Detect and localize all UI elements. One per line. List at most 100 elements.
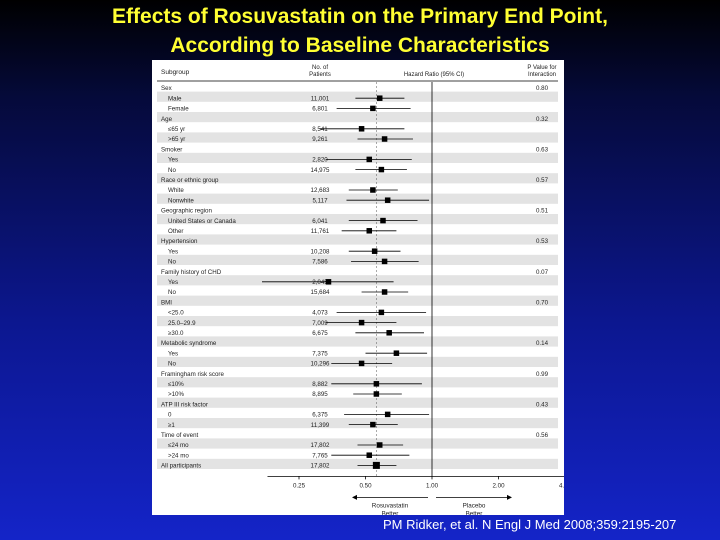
right-arrow-label-line2: Better	[466, 510, 483, 515]
row-label: Hypertension	[161, 238, 198, 245]
right-arrow-label-line1: Placebo	[463, 502, 486, 509]
row-label: Other	[168, 228, 183, 235]
row-label: ≥1	[168, 422, 175, 429]
hr-marker	[381, 136, 388, 142]
hr-marker	[366, 228, 373, 234]
x-tick-label: 1.00	[426, 482, 439, 489]
row-shade	[157, 152, 558, 163]
row-label: Time of event	[161, 432, 199, 439]
hr-marker	[378, 309, 385, 316]
p-value: 0.53	[536, 238, 549, 245]
row-label: United States or Canada	[168, 218, 236, 225]
row-label: All participants	[161, 463, 201, 470]
hr-marker	[325, 279, 332, 285]
x-tick-label: 2.00	[492, 482, 505, 489]
hr-marker	[386, 330, 392, 336]
header-hazard-ratio: Hazard Ratio (95% CI)	[404, 72, 464, 78]
hr-marker	[358, 319, 365, 326]
hr-marker	[358, 126, 365, 132]
p-value: 0.14	[536, 340, 549, 347]
row-shade	[157, 336, 558, 347]
title-line-2: According to Baseline Characteristics	[170, 34, 550, 57]
patient-count: 17,802	[311, 442, 330, 449]
row-label: >65 yr	[168, 136, 185, 143]
row-shade	[157, 112, 558, 123]
row-label: Female	[168, 106, 189, 113]
row-label: Yes	[168, 279, 178, 286]
patient-count: 7,009	[312, 320, 328, 327]
hr-marker	[380, 217, 386, 224]
p-value: 0.43	[536, 401, 549, 408]
right-arrow-head	[507, 494, 512, 500]
header-p-line2: Interaction	[528, 72, 556, 78]
row-label: Race or ethnic group	[161, 177, 219, 184]
patient-count: 5,117	[312, 197, 328, 204]
row-shade	[157, 275, 558, 286]
row-label: Geographic region	[161, 208, 212, 215]
row-label: Family history of CHD	[161, 269, 222, 276]
patient-count: 9,261	[312, 136, 328, 143]
hr-marker	[381, 258, 388, 265]
row-label: Male	[168, 95, 182, 102]
hr-marker	[384, 197, 391, 203]
row-label: Sex	[161, 85, 173, 92]
row-label: Framingham risk score	[161, 371, 224, 378]
hr-marker	[393, 350, 400, 356]
patient-count: 2,045	[312, 279, 328, 286]
p-value: 0.51	[536, 208, 549, 215]
row-label: Smoker	[161, 146, 182, 153]
row-label: No	[168, 289, 176, 296]
patient-count: 11,761	[311, 228, 330, 235]
hr-marker	[376, 95, 383, 101]
x-tick-label: 4.00	[559, 482, 564, 489]
p-value: 0.57	[536, 177, 549, 184]
header-patients-line1: No. of	[312, 65, 328, 71]
patient-count: 8,541	[312, 126, 328, 133]
patient-count: 15,684	[311, 289, 330, 296]
hr-marker	[373, 391, 380, 397]
patient-count: 10,296	[311, 361, 330, 368]
citation: PM Ridker, et al. N Engl J Med 2008;359:…	[383, 517, 677, 532]
p-value: 0.70	[536, 299, 549, 306]
hr-marker	[370, 187, 376, 193]
row-label: Yes	[168, 248, 178, 255]
patient-count: 7,586	[312, 259, 328, 266]
row-label: Yes	[168, 350, 178, 357]
p-value: 0.07	[536, 269, 549, 276]
row-shade	[157, 214, 558, 225]
p-value: 0.99	[536, 371, 549, 378]
hr-marker	[384, 411, 391, 418]
hr-marker	[376, 442, 383, 448]
forest-plot-figure: Subgroup No. of Patients Hazard Ratio (95% …	[152, 60, 579, 517]
hr-marker	[358, 360, 365, 367]
patient-count: 6,801	[312, 106, 328, 113]
row-label: ATP III risk factor	[161, 401, 208, 408]
left-arrow-head	[352, 494, 357, 500]
hr-marker	[381, 289, 388, 295]
row-label: Nonwhite	[168, 197, 194, 204]
row-label: No	[168, 167, 176, 174]
patient-count: 6,375	[312, 412, 328, 419]
row-shade	[157, 132, 558, 143]
patient-count: 14,975	[311, 167, 330, 174]
slide-title: Effects of Rosuvastatin on the Primary E…	[0, 2, 720, 60]
row-shade	[157, 377, 558, 388]
row-shade	[157, 356, 558, 367]
row-label: No	[168, 259, 176, 266]
row-label: ≤65 yr	[168, 126, 185, 133]
row-shade	[157, 418, 558, 429]
patient-count: 2,820	[312, 157, 328, 164]
title-line-1: Effects of Rosuvastatin on the Primary E…	[112, 5, 608, 28]
hr-marker	[378, 166, 385, 173]
row-label: White	[168, 187, 184, 194]
patient-count: 11,399	[311, 422, 330, 429]
patient-count: 7,765	[312, 452, 328, 459]
header-subgroup: Subgroup	[161, 69, 190, 76]
row-shade	[157, 438, 558, 449]
row-shade	[157, 397, 558, 408]
p-value: 0.80	[536, 85, 549, 92]
row-shade	[157, 234, 558, 245]
p-value: 0.56	[536, 432, 549, 439]
patient-count: 11,001	[311, 95, 330, 102]
row-shade	[157, 193, 558, 204]
